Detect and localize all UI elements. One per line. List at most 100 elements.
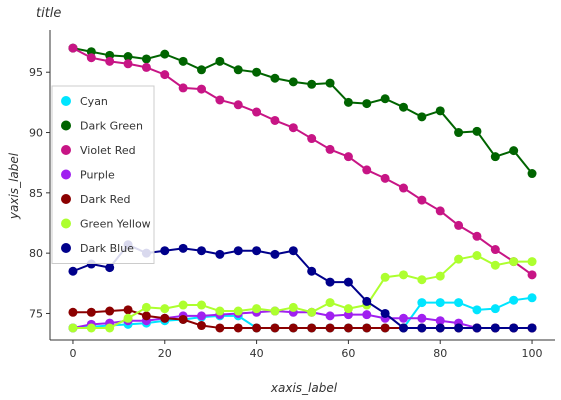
data-point-violet-red xyxy=(417,195,427,205)
data-point-purple xyxy=(197,311,206,321)
data-point-green-yellow xyxy=(160,304,170,314)
data-point-dark-blue xyxy=(399,323,408,333)
data-point-dark-red xyxy=(141,311,151,321)
data-point-violet-red xyxy=(252,107,262,117)
data-point-green-yellow xyxy=(68,323,78,333)
y-tick-label: 80 xyxy=(29,247,43,260)
data-point-green-yellow xyxy=(197,300,206,310)
legend-label: Dark Green xyxy=(80,120,143,133)
data-point-dark-green xyxy=(197,65,206,75)
x-tick-label: 20 xyxy=(158,347,172,360)
data-point-violet-red xyxy=(141,62,151,72)
data-point-violet-red xyxy=(123,59,133,69)
data-point-dark-blue xyxy=(325,277,335,287)
data-point-green-yellow xyxy=(105,323,115,333)
data-point-dark-green xyxy=(362,99,372,109)
x-tick-label: 60 xyxy=(341,347,355,360)
data-point-green-yellow xyxy=(178,300,188,310)
series-green-yellow xyxy=(68,251,537,333)
data-point-green-yellow xyxy=(123,313,133,323)
legend-item-purple: Purple xyxy=(61,169,115,182)
data-point-violet-red xyxy=(472,231,482,241)
data-point-cyan xyxy=(509,295,519,305)
data-point-dark-red xyxy=(380,323,390,333)
data-point-dark-red xyxy=(68,307,78,317)
legend-label: Violet Red xyxy=(80,144,136,157)
data-point-dark-red xyxy=(307,323,317,333)
data-point-dark-blue xyxy=(343,277,353,287)
data-point-dark-blue xyxy=(233,246,243,256)
data-point-dark-blue xyxy=(160,246,170,256)
data-point-dark-green xyxy=(472,126,482,136)
data-point-dark-blue xyxy=(288,246,298,256)
data-point-dark-red xyxy=(270,323,280,333)
data-point-dark-green xyxy=(233,65,243,75)
data-point-green-yellow xyxy=(252,304,262,314)
data-point-purple xyxy=(435,316,445,326)
plot-area xyxy=(68,43,537,333)
data-point-green-yellow xyxy=(527,257,537,267)
data-point-violet-red xyxy=(435,206,445,216)
data-point-dark-blue xyxy=(215,249,225,259)
data-point-dark-red xyxy=(252,323,262,333)
legend-label: Green Yellow xyxy=(80,218,151,231)
data-point-dark-red xyxy=(197,321,206,331)
data-point-violet-red xyxy=(178,83,188,93)
data-point-green-yellow xyxy=(490,260,500,270)
data-point-green-yellow xyxy=(435,271,445,281)
data-point-green-yellow xyxy=(215,306,225,316)
data-point-green-yellow xyxy=(325,298,335,308)
data-point-dark-blue xyxy=(490,323,500,333)
data-point-dark-red xyxy=(215,323,225,333)
data-point-dark-blue xyxy=(197,246,206,256)
data-point-dark-red xyxy=(325,323,335,333)
data-point-purple xyxy=(362,310,372,320)
legend-label: Dark Blue xyxy=(80,242,134,255)
data-point-green-yellow xyxy=(233,306,243,316)
data-point-dark-red xyxy=(123,305,133,315)
legend-item-dark-red: Dark Red xyxy=(61,193,131,206)
data-point-dark-green xyxy=(215,56,225,66)
data-point-dark-blue xyxy=(362,296,372,306)
data-point-dark-red xyxy=(160,313,170,323)
x-tick-label: 80 xyxy=(433,347,447,360)
data-point-dark-blue xyxy=(270,249,280,259)
data-point-dark-green xyxy=(270,73,280,83)
data-point-violet-red xyxy=(343,152,353,162)
data-point-dark-green xyxy=(141,54,151,64)
data-point-dark-red xyxy=(233,323,243,333)
data-point-purple xyxy=(325,311,335,321)
data-point-cyan xyxy=(454,298,464,308)
data-point-violet-red xyxy=(527,270,537,280)
legend-marker xyxy=(61,96,71,106)
y-tick-label: 75 xyxy=(29,307,43,320)
data-point-dark-blue xyxy=(472,323,482,333)
data-point-cyan xyxy=(435,298,445,308)
legend-label: Cyan xyxy=(80,95,108,108)
data-point-dark-green xyxy=(417,112,427,122)
y-tick-label: 95 xyxy=(29,66,43,79)
y-tick-label: 85 xyxy=(29,187,43,200)
chart-title: title xyxy=(36,6,61,21)
data-point-green-yellow xyxy=(288,302,298,312)
data-point-dark-green xyxy=(307,79,317,89)
data-point-violet-red xyxy=(197,84,206,94)
data-point-dark-green xyxy=(399,102,408,112)
data-point-dark-blue xyxy=(307,266,317,276)
legend-label: Dark Red xyxy=(80,193,131,206)
data-point-dark-blue xyxy=(435,323,445,333)
data-point-dark-green xyxy=(343,97,353,107)
data-point-green-yellow xyxy=(472,251,482,261)
legend-item-cyan: Cyan xyxy=(61,95,108,108)
x-tick-label: 40 xyxy=(250,347,264,360)
data-point-violet-red xyxy=(362,165,372,175)
data-point-dark-blue xyxy=(509,323,519,333)
data-point-purple xyxy=(417,313,427,323)
legend-marker xyxy=(61,169,71,180)
data-point-dark-red xyxy=(86,307,96,317)
x-tick-label: 100 xyxy=(522,347,543,360)
series-line-green-yellow xyxy=(72,254,533,329)
data-point-violet-red xyxy=(215,95,225,105)
